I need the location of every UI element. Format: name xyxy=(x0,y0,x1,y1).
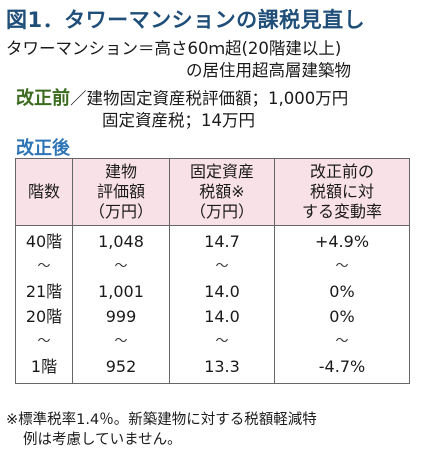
before-reform-valuation: ／建物固定資産税評価額；1,000万円 xyxy=(70,89,349,108)
cell-tax: 14.7 xyxy=(169,225,275,254)
definition-line-2: の居住用超高層建築物 xyxy=(186,61,351,80)
before-reform-label: 改正前 xyxy=(16,88,70,109)
table-row: 21階 1,001 14.0 0% xyxy=(15,279,410,304)
figure-title: 図1．タワーマンションの課税見直し xyxy=(6,8,366,32)
before-reform-tax: 固定資産税；14万円 xyxy=(102,111,255,130)
definition-line-1: タワーマンション＝高さ60ｍ超(20階建以上) xyxy=(6,39,342,58)
cell-ellipsis: 〜 xyxy=(72,329,170,354)
table-row-ellipsis: 〜 〜 〜 〜 xyxy=(15,329,410,354)
footnote-line-1: ※標準税率1.4％。新築建物に対する税額軽減特 xyxy=(6,412,317,428)
header-valuation-line: 評価額 xyxy=(96,182,145,201)
cell-ellipsis: 〜 xyxy=(274,254,410,279)
cell-ellipsis: 〜 xyxy=(169,329,275,354)
cell-tax: 13.3 xyxy=(169,354,275,384)
before-reform-row: 改正前／建物固定資産税評価額；1,000万円 xyxy=(16,88,348,110)
cell-change: 0% xyxy=(274,279,410,304)
cell-floor: 1階 xyxy=(15,354,73,384)
cell-floor: 20階 xyxy=(15,304,73,329)
cell-valuation: 1,001 xyxy=(72,279,170,304)
footnote-line-2: 例は考慮していません。 xyxy=(23,432,182,448)
cell-ellipsis: 〜 xyxy=(15,329,73,354)
header-tax: 固定資産 税額※ （万円） xyxy=(169,158,275,226)
cell-change: 0% xyxy=(274,304,410,329)
cell-change: -4.7% xyxy=(274,354,410,384)
cell-valuation: 952 xyxy=(72,354,170,384)
header-tax-line: （万円） xyxy=(189,202,254,221)
table-header-row: 階数 建物 評価額 （万円） 固定資産 税額※ （万円） 改正前の 税額に対 す… xyxy=(15,158,410,226)
cell-change: +4.9% xyxy=(274,225,410,254)
cell-ellipsis: 〜 xyxy=(15,254,73,279)
header-floor: 階数 xyxy=(15,158,73,226)
cell-tax: 14.0 xyxy=(169,279,275,304)
cell-valuation: 999 xyxy=(72,304,170,329)
cell-valuation: 1,048 xyxy=(72,225,170,254)
header-change-line: 税額に対 xyxy=(309,182,374,201)
after-reform-label: 改正後 xyxy=(16,138,70,159)
footnote: ※標準税率1.4％。新築建物に対する税額軽減特 例は考慮していません。 xyxy=(6,410,416,450)
header-valuation-line: （万円） xyxy=(88,202,153,221)
table-row: 20階 999 14.0 0% xyxy=(15,304,410,329)
header-valuation: 建物 評価額 （万円） xyxy=(72,158,170,226)
table-row: 1階 952 13.3 -4.7% xyxy=(15,354,410,384)
cell-ellipsis: 〜 xyxy=(169,254,275,279)
cell-tax: 14.0 xyxy=(169,304,275,329)
header-valuation-line: 建物 xyxy=(104,162,137,181)
cell-ellipsis: 〜 xyxy=(274,329,410,354)
tax-table: 階数 建物 評価額 （万円） 固定資産 税額※ （万円） 改正前の 税額に対 す… xyxy=(15,158,410,384)
cell-floor: 40階 xyxy=(15,225,73,254)
table-row-ellipsis: 〜 〜 〜 〜 xyxy=(15,254,410,279)
table-row: 40階 1,048 14.7 +4.9% xyxy=(15,225,410,254)
cell-floor: 21階 xyxy=(15,279,73,304)
cell-ellipsis: 〜 xyxy=(72,254,170,279)
header-change-line: する変動率 xyxy=(301,202,382,221)
header-tax-line: 固定資産 xyxy=(189,162,254,181)
header-change: 改正前の 税額に対 する変動率 xyxy=(274,158,410,226)
header-change-line: 改正前の xyxy=(309,162,374,181)
header-tax-line: 税額※ xyxy=(199,182,245,201)
